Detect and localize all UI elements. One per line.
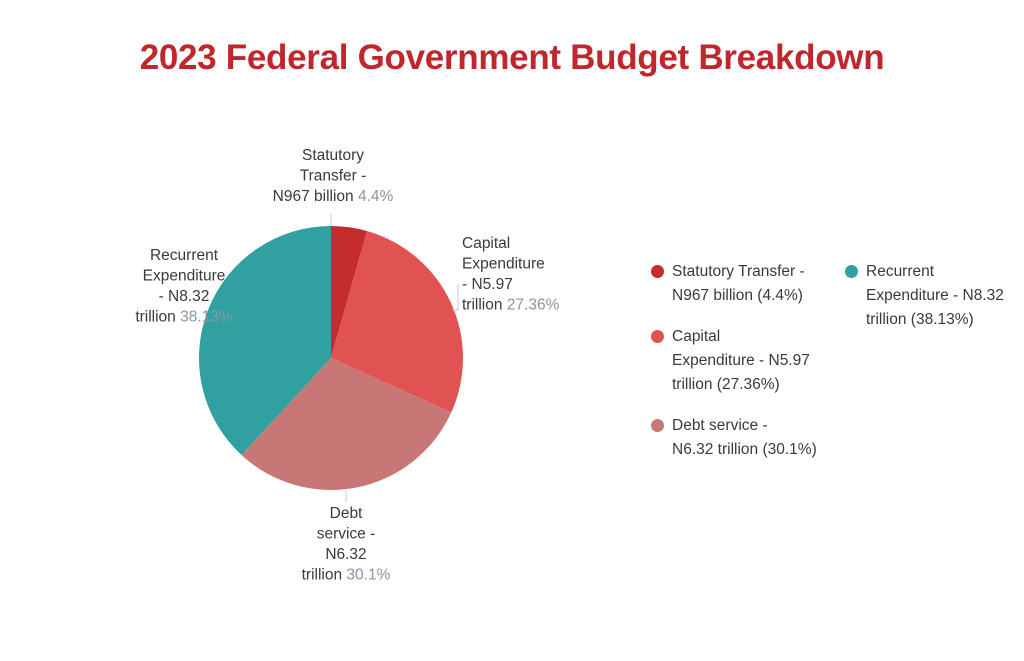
legend-swatch	[845, 265, 858, 278]
legend-label: Debt service - N6.32 trillion (30.1%)	[672, 417, 817, 458]
legend-label: Statutory Transfer - N967 billion (4.4%)	[672, 263, 805, 304]
slice-label: Capital Expenditure - N5.97 trillion 27.36%	[462, 235, 560, 314]
slice-label: Recurrent Expenditure - N8.32 trillion 38.1…	[135, 247, 233, 326]
legend-label: Recurrent Expenditure - N8.32 trillion (…	[866, 263, 1004, 328]
pie-slice	[241, 358, 452, 491]
pie-slice	[331, 226, 368, 358]
label-leader-line	[452, 284, 459, 311]
slice-labels: Statutory Transfer -N967 billion 4.4% Capi…	[135, 147, 559, 584]
slice-label: Debt service -N6.32 trillion 30.1%	[302, 505, 391, 584]
legend-swatch	[651, 330, 664, 343]
pie-slice	[331, 231, 464, 413]
legend-swatch	[651, 419, 664, 432]
legend-label: Capital Expenditure - N5.97 trillion (27…	[672, 328, 810, 393]
legend-item: Debt service - N6.32 trillion (30.1%)	[651, 414, 817, 462]
legend-item: Capital Expenditure - N5.97 trillion (27…	[651, 325, 810, 397]
pie-slices	[198, 226, 464, 491]
legend-item: Recurrent Expenditure - N8.32 trillion (…	[845, 260, 1004, 332]
legend-swatch	[651, 265, 664, 278]
legend-item: Statutory Transfer - N967 billion (4.4%)	[651, 260, 805, 308]
label-leader-lines	[206, 214, 459, 502]
chart-title: 2023 Federal Government Budget Breakdown	[139, 38, 885, 77]
slice-label: Statutory Transfer -N967 billion 4.4%	[273, 147, 394, 205]
pie-slice	[198, 226, 331, 455]
